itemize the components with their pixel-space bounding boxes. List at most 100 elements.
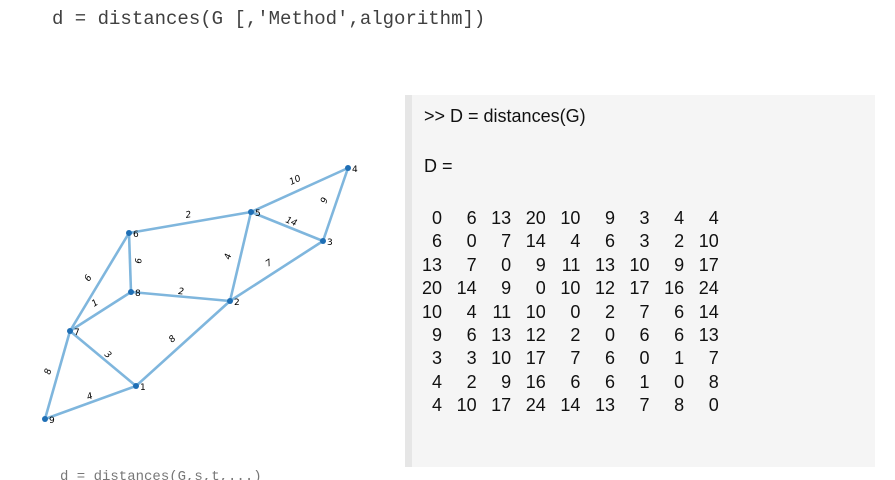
- matrix-cell: 6: [431, 231, 442, 252]
- node-label-9: 9: [49, 416, 55, 426]
- matrix-cell: 6: [674, 301, 685, 322]
- matrix-cell: 9: [535, 254, 546, 275]
- matrix-cell: 4: [466, 301, 477, 322]
- matrix-cell: 2: [466, 371, 477, 392]
- edge-6-8: [127, 232, 133, 293]
- edge-label-7-9: 8: [43, 367, 54, 375]
- matrix-cell: 9: [431, 324, 442, 345]
- edge-label-9-1: 4: [86, 391, 95, 402]
- edge-label-5-2: 4: [223, 252, 234, 260]
- edge-label-2-3: 7: [264, 258, 274, 270]
- matrix-row: 3 3 10 17 7 6 0 1 7: [412, 347, 719, 370]
- node-label-6: 6: [133, 230, 139, 240]
- command-text: >> D = distances(G): [424, 106, 586, 126]
- matrix-cell: 9: [501, 371, 512, 392]
- edge-6-7: [68, 232, 131, 332]
- edge-2-1: [135, 300, 231, 387]
- edge-8-2: [130, 290, 231, 303]
- matrix-cell: 3: [639, 231, 650, 252]
- matrix-cell: 0: [674, 371, 685, 392]
- matrix-cell: 17: [491, 395, 512, 416]
- graph-node-3: [320, 238, 326, 244]
- matrix-cell: 11: [492, 301, 512, 322]
- matrix-cell: 9: [674, 254, 685, 275]
- matrix-cell: 11: [561, 254, 581, 275]
- matrix-cell: 24: [525, 395, 546, 416]
- matrix-cell: 13: [594, 395, 615, 416]
- node-label-5: 5: [255, 209, 261, 219]
- edge-label-6-7: 6: [83, 273, 95, 283]
- edge-label-6-8: 9: [132, 258, 142, 264]
- matrix-cell: 12: [525, 324, 546, 345]
- matrix-cell: 7: [570, 348, 581, 369]
- matrix-cell: 6: [466, 208, 477, 228]
- matrix-cell: 13: [594, 254, 615, 275]
- matrix-cell: 9: [501, 278, 512, 299]
- edge-4-3: [321, 167, 350, 242]
- edge-6-5: [128, 210, 252, 235]
- matrix-cell: 17: [629, 278, 650, 299]
- edge-label-2-1: 8: [167, 334, 178, 345]
- command-window[interactable]: >> D = distances(G) D = 0 6 13 20 10 9 3 4 4 6 0 7 1…: [405, 95, 875, 467]
- matrix-cell: 10: [421, 301, 442, 322]
- matrix-cell: 0: [431, 208, 442, 228]
- matrix-cell: 3: [431, 348, 442, 369]
- graph-node-2: [227, 298, 233, 304]
- graph-node-4: [345, 165, 351, 171]
- matrix-cell: 0: [535, 278, 546, 299]
- matrix-cell: 7: [639, 301, 650, 322]
- matrix-row: 10 4 11 10 0 2 7 6 14: [412, 301, 719, 324]
- edge-label-8-2: 2: [178, 287, 185, 297]
- matrix-row: 20 14 9 0 10 12 17 16 24: [412, 277, 719, 300]
- matrix-cell: 0: [639, 348, 650, 369]
- matrix-cell: 16: [664, 278, 685, 299]
- matrix-cell: 6: [466, 324, 477, 345]
- matrix-row: 13 7 0 9 11 13 10 9 17: [412, 254, 719, 277]
- matrix-cell: 7: [466, 254, 477, 275]
- graph-node-5: [248, 209, 254, 215]
- edge-label-7-1: 3: [102, 350, 113, 362]
- edge-7-8: [69, 290, 132, 333]
- edge-label-4-3: 9: [319, 196, 330, 205]
- edge-2-3: [229, 239, 324, 303]
- matrix-cell: 10: [629, 254, 650, 275]
- matrix-cell: 10: [525, 301, 546, 322]
- node-label-7: 7: [74, 328, 80, 338]
- matrix-cell: 1: [674, 348, 685, 369]
- matrix-cell: 4: [570, 231, 581, 252]
- variable-label: D =: [424, 156, 453, 176]
- matrix-cell: 9: [604, 208, 615, 228]
- matrix-cell: 4: [431, 395, 442, 416]
- matrix-cell: 7: [639, 395, 650, 416]
- matrix-cell: 24: [698, 278, 719, 299]
- matrix-cell: 17: [698, 254, 719, 275]
- matrix-cell: 4: [674, 208, 685, 228]
- matrix-cell: 6: [639, 324, 650, 345]
- matrix-row: 0 6 13 20 10 9 3 4 4: [412, 207, 719, 230]
- matrix-cell: 12: [594, 278, 615, 299]
- matrix-cell: 6: [674, 324, 685, 345]
- matrix-cell: 8: [708, 371, 719, 392]
- matrix-cell: 13: [698, 324, 719, 345]
- matrix-row: 9 6 13 12 2 0 6 6 13: [412, 324, 719, 347]
- partial-code-line: d = distances(G,s,t,...): [60, 469, 262, 480]
- graph-node-9: [42, 416, 48, 422]
- edge-label-7-8: 1: [90, 298, 100, 310]
- matrix-cell: 20: [421, 278, 442, 299]
- matrix-cell: 14: [525, 231, 546, 252]
- matrix-cell: 6: [604, 348, 615, 369]
- edge-label-5-3: 14: [284, 216, 299, 230]
- node-label-8: 8: [135, 289, 141, 299]
- edge-7-1: [69, 330, 137, 387]
- matrix-cell: 0: [466, 231, 477, 252]
- matrix-cell: 13: [491, 208, 512, 228]
- matrix-cell: 10: [560, 278, 581, 299]
- edge-5-2: [228, 211, 253, 302]
- matrix-cell: 8: [674, 395, 685, 416]
- matrix-cell: 3: [466, 348, 477, 369]
- matrix-row: 6 0 7 14 4 6 3 2 10: [412, 230, 719, 253]
- matrix-cell: 0: [708, 395, 719, 416]
- matrix-cell: 0: [501, 254, 512, 275]
- matrix-cell: 20: [525, 208, 546, 228]
- matrix-cell: 6: [570, 371, 581, 392]
